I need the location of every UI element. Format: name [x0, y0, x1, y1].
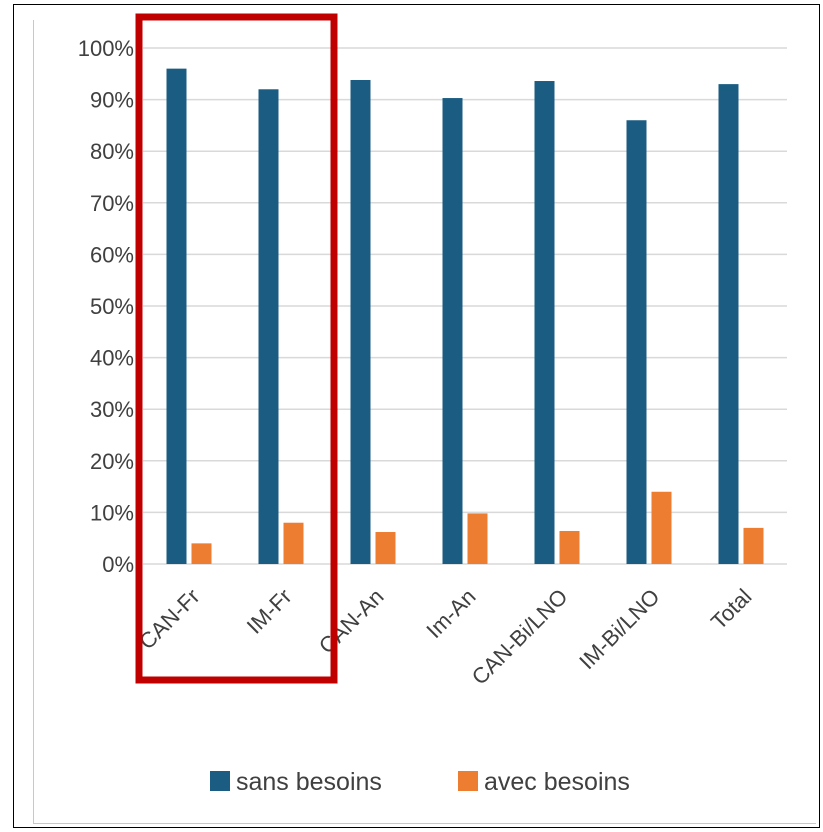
- y-tick-label: 60%: [90, 242, 134, 267]
- highlight-box: [135, 13, 338, 684]
- y-tick-label: 30%: [90, 397, 134, 422]
- bar-avec-besoins: [191, 543, 212, 564]
- x-category-label: CAN-An: [314, 584, 389, 659]
- x-category-label: IM-Bi/LNO: [574, 584, 664, 674]
- bar-sans-besoins: [442, 98, 463, 564]
- x-category-label: IM-Fr: [242, 584, 297, 639]
- x-category-label: Total: [706, 584, 757, 635]
- y-tick-label: 40%: [90, 346, 134, 371]
- bar-avec-besoins: [743, 527, 764, 564]
- chart-area-frame: [33, 20, 816, 824]
- y-tick-label: 80%: [90, 139, 134, 164]
- bar-sans-besoins: [534, 81, 555, 565]
- bar-sans-besoins: [718, 84, 739, 565]
- legend-swatch: [210, 771, 230, 791]
- bar-sans-besoins: [350, 79, 371, 564]
- y-tick-label: 0%: [102, 552, 134, 577]
- bar-avec-besoins: [467, 513, 488, 564]
- y-tick-label: 20%: [90, 449, 134, 474]
- highlight-box-layer: [135, 13, 338, 684]
- y-tick-label: 70%: [90, 191, 134, 216]
- bar-avec-besoins: [375, 532, 396, 564]
- x-category-label: CAN-Fr: [134, 584, 204, 654]
- bar-sans-besoins: [166, 68, 187, 564]
- bars: [166, 68, 764, 565]
- bar-sans-besoins: [626, 120, 647, 565]
- legend-swatch: [458, 771, 478, 791]
- x-category-label: Im-An: [421, 584, 480, 643]
- y-tick-label: 100%: [78, 36, 134, 61]
- bar-avec-besoins: [283, 522, 304, 564]
- bar-sans-besoins: [258, 89, 279, 564]
- bar-avec-besoins: [559, 530, 580, 564]
- bar-avec-besoins: [651, 491, 672, 564]
- legend: sans besoins avec besoins: [210, 768, 630, 796]
- x-category-label: CAN-Bi/LNO: [467, 584, 573, 690]
- legend-label: avec besoins: [484, 768, 630, 796]
- legend-label: sans besoins: [236, 768, 382, 796]
- y-tick-label: 50%: [90, 294, 134, 319]
- y-tick-label: 10%: [90, 500, 134, 525]
- y-tick-label: 90%: [90, 88, 134, 113]
- y-axis-tick-labels: 0% 10% 20% 30% 40% 50% 60% 70% 80% 90% 100%: [78, 36, 134, 577]
- gridlines: [143, 47, 787, 565]
